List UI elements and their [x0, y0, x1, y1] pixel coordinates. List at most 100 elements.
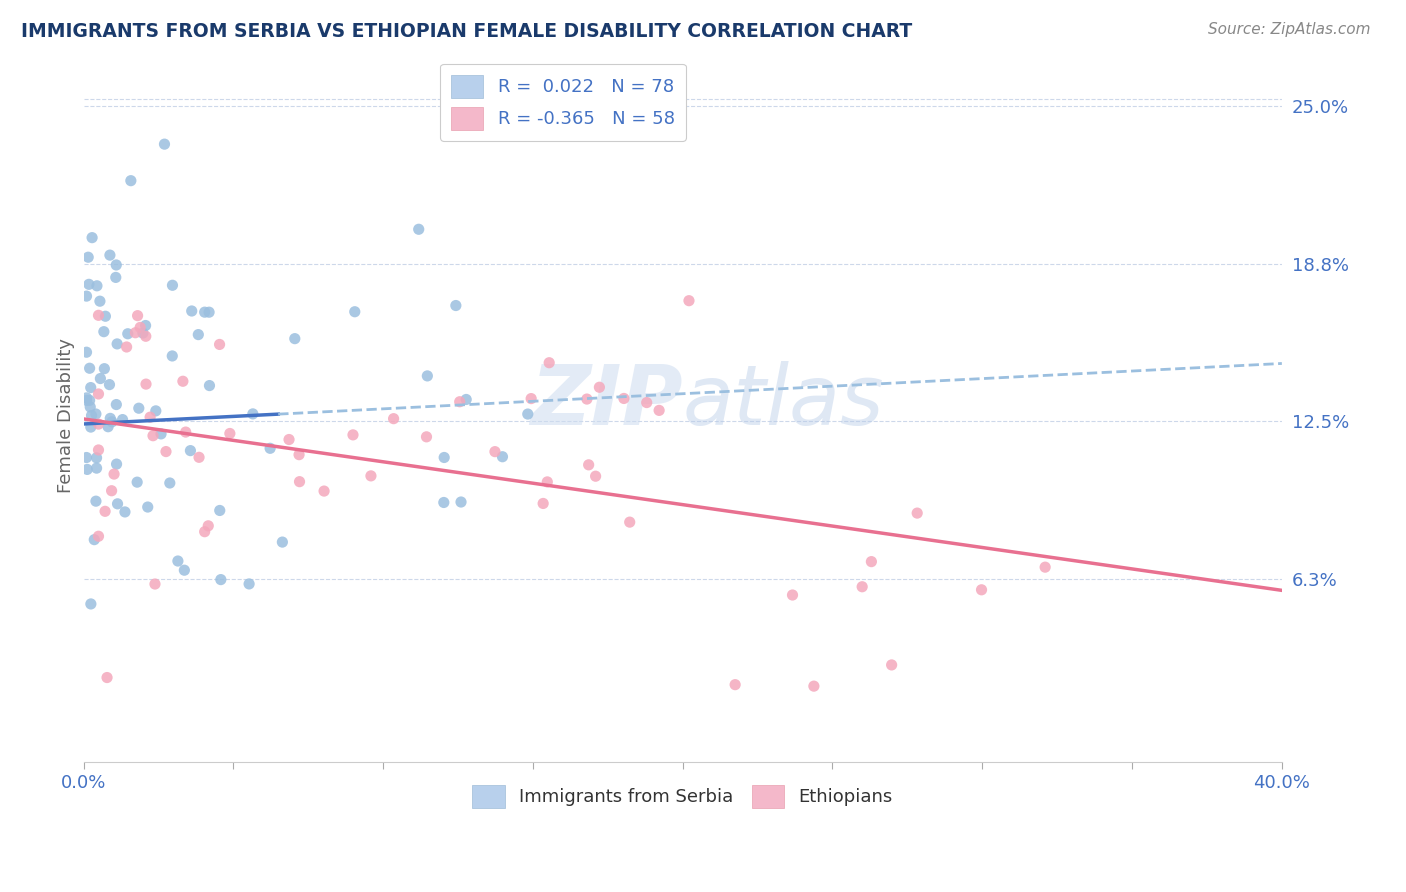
Legend: Immigrants from Serbia, Ethiopians: Immigrants from Serbia, Ethiopians	[465, 778, 900, 815]
Point	[132, 326, 155, 340]
Point	[87, 529, 110, 543]
Point	[242, 407, 264, 421]
Point	[135, 318, 157, 333]
Point	[79, 393, 101, 408]
Point	[79, 400, 101, 414]
Text: Source: ZipAtlas.com: Source: ZipAtlas.com	[1208, 22, 1371, 37]
Point	[619, 515, 641, 529]
Point	[77, 250, 100, 264]
Point	[94, 310, 117, 324]
Point	[80, 409, 103, 423]
Point	[76, 462, 98, 476]
Point	[450, 495, 472, 509]
Point	[416, 368, 439, 383]
Point	[613, 392, 636, 406]
Point	[111, 412, 134, 426]
Point	[77, 277, 100, 292]
Point	[93, 361, 115, 376]
Point	[271, 535, 294, 549]
Point	[288, 475, 311, 489]
Point	[76, 393, 98, 408]
Text: ZIP: ZIP	[530, 360, 683, 442]
Point	[76, 391, 98, 405]
Point	[433, 450, 456, 465]
Point	[905, 506, 928, 520]
Point	[259, 442, 281, 456]
Point	[105, 258, 128, 272]
Point	[1033, 560, 1056, 574]
Point	[536, 475, 558, 489]
Point	[278, 433, 301, 447]
Point	[575, 392, 598, 406]
Point	[98, 248, 121, 262]
Point	[578, 458, 600, 472]
Point	[433, 495, 456, 509]
Point	[89, 371, 111, 385]
Point	[194, 524, 217, 539]
Point	[724, 678, 747, 692]
Point	[162, 278, 184, 293]
Point	[129, 320, 152, 334]
Point	[100, 483, 122, 498]
Point	[105, 337, 128, 351]
Point	[880, 657, 903, 672]
Point	[159, 475, 181, 490]
Point	[188, 450, 211, 465]
Point	[209, 573, 232, 587]
Text: atlas: atlas	[683, 360, 884, 442]
Y-axis label: Female Disability: Female Disability	[58, 338, 75, 492]
Point	[135, 377, 157, 392]
Point	[80, 597, 103, 611]
Point	[444, 299, 467, 313]
Point	[173, 563, 195, 577]
Point	[360, 468, 382, 483]
Point	[187, 327, 209, 342]
Point	[198, 305, 221, 319]
Point	[104, 270, 127, 285]
Point	[120, 174, 142, 188]
Point	[127, 309, 149, 323]
Point	[80, 381, 103, 395]
Point	[94, 504, 117, 518]
Point	[115, 340, 138, 354]
Point	[648, 403, 671, 417]
Point	[860, 555, 883, 569]
Point	[145, 404, 167, 418]
Point	[101, 415, 124, 429]
Point	[103, 467, 125, 481]
Point	[139, 410, 162, 425]
Point	[194, 305, 217, 319]
Point	[80, 420, 103, 434]
Point	[538, 356, 561, 370]
Point	[167, 554, 190, 568]
Point	[484, 444, 506, 458]
Point	[83, 533, 105, 547]
Point	[86, 461, 108, 475]
Point	[851, 580, 873, 594]
Point	[174, 425, 197, 439]
Point	[208, 503, 231, 517]
Point	[284, 332, 307, 346]
Point	[76, 450, 98, 465]
Point	[636, 395, 658, 409]
Point	[105, 457, 128, 471]
Point	[114, 505, 136, 519]
Point	[585, 469, 607, 483]
Point	[87, 308, 110, 322]
Point	[135, 329, 157, 343]
Point	[456, 392, 478, 407]
Point	[516, 407, 538, 421]
Point	[76, 345, 98, 359]
Point	[408, 222, 430, 236]
Point	[127, 475, 149, 490]
Point	[87, 387, 110, 401]
Point	[449, 394, 471, 409]
Point	[198, 378, 221, 392]
Point	[491, 450, 513, 464]
Point	[82, 230, 104, 244]
Point	[84, 407, 107, 421]
Point	[180, 304, 202, 318]
Point	[96, 671, 118, 685]
Point	[678, 293, 700, 308]
Point	[97, 419, 120, 434]
